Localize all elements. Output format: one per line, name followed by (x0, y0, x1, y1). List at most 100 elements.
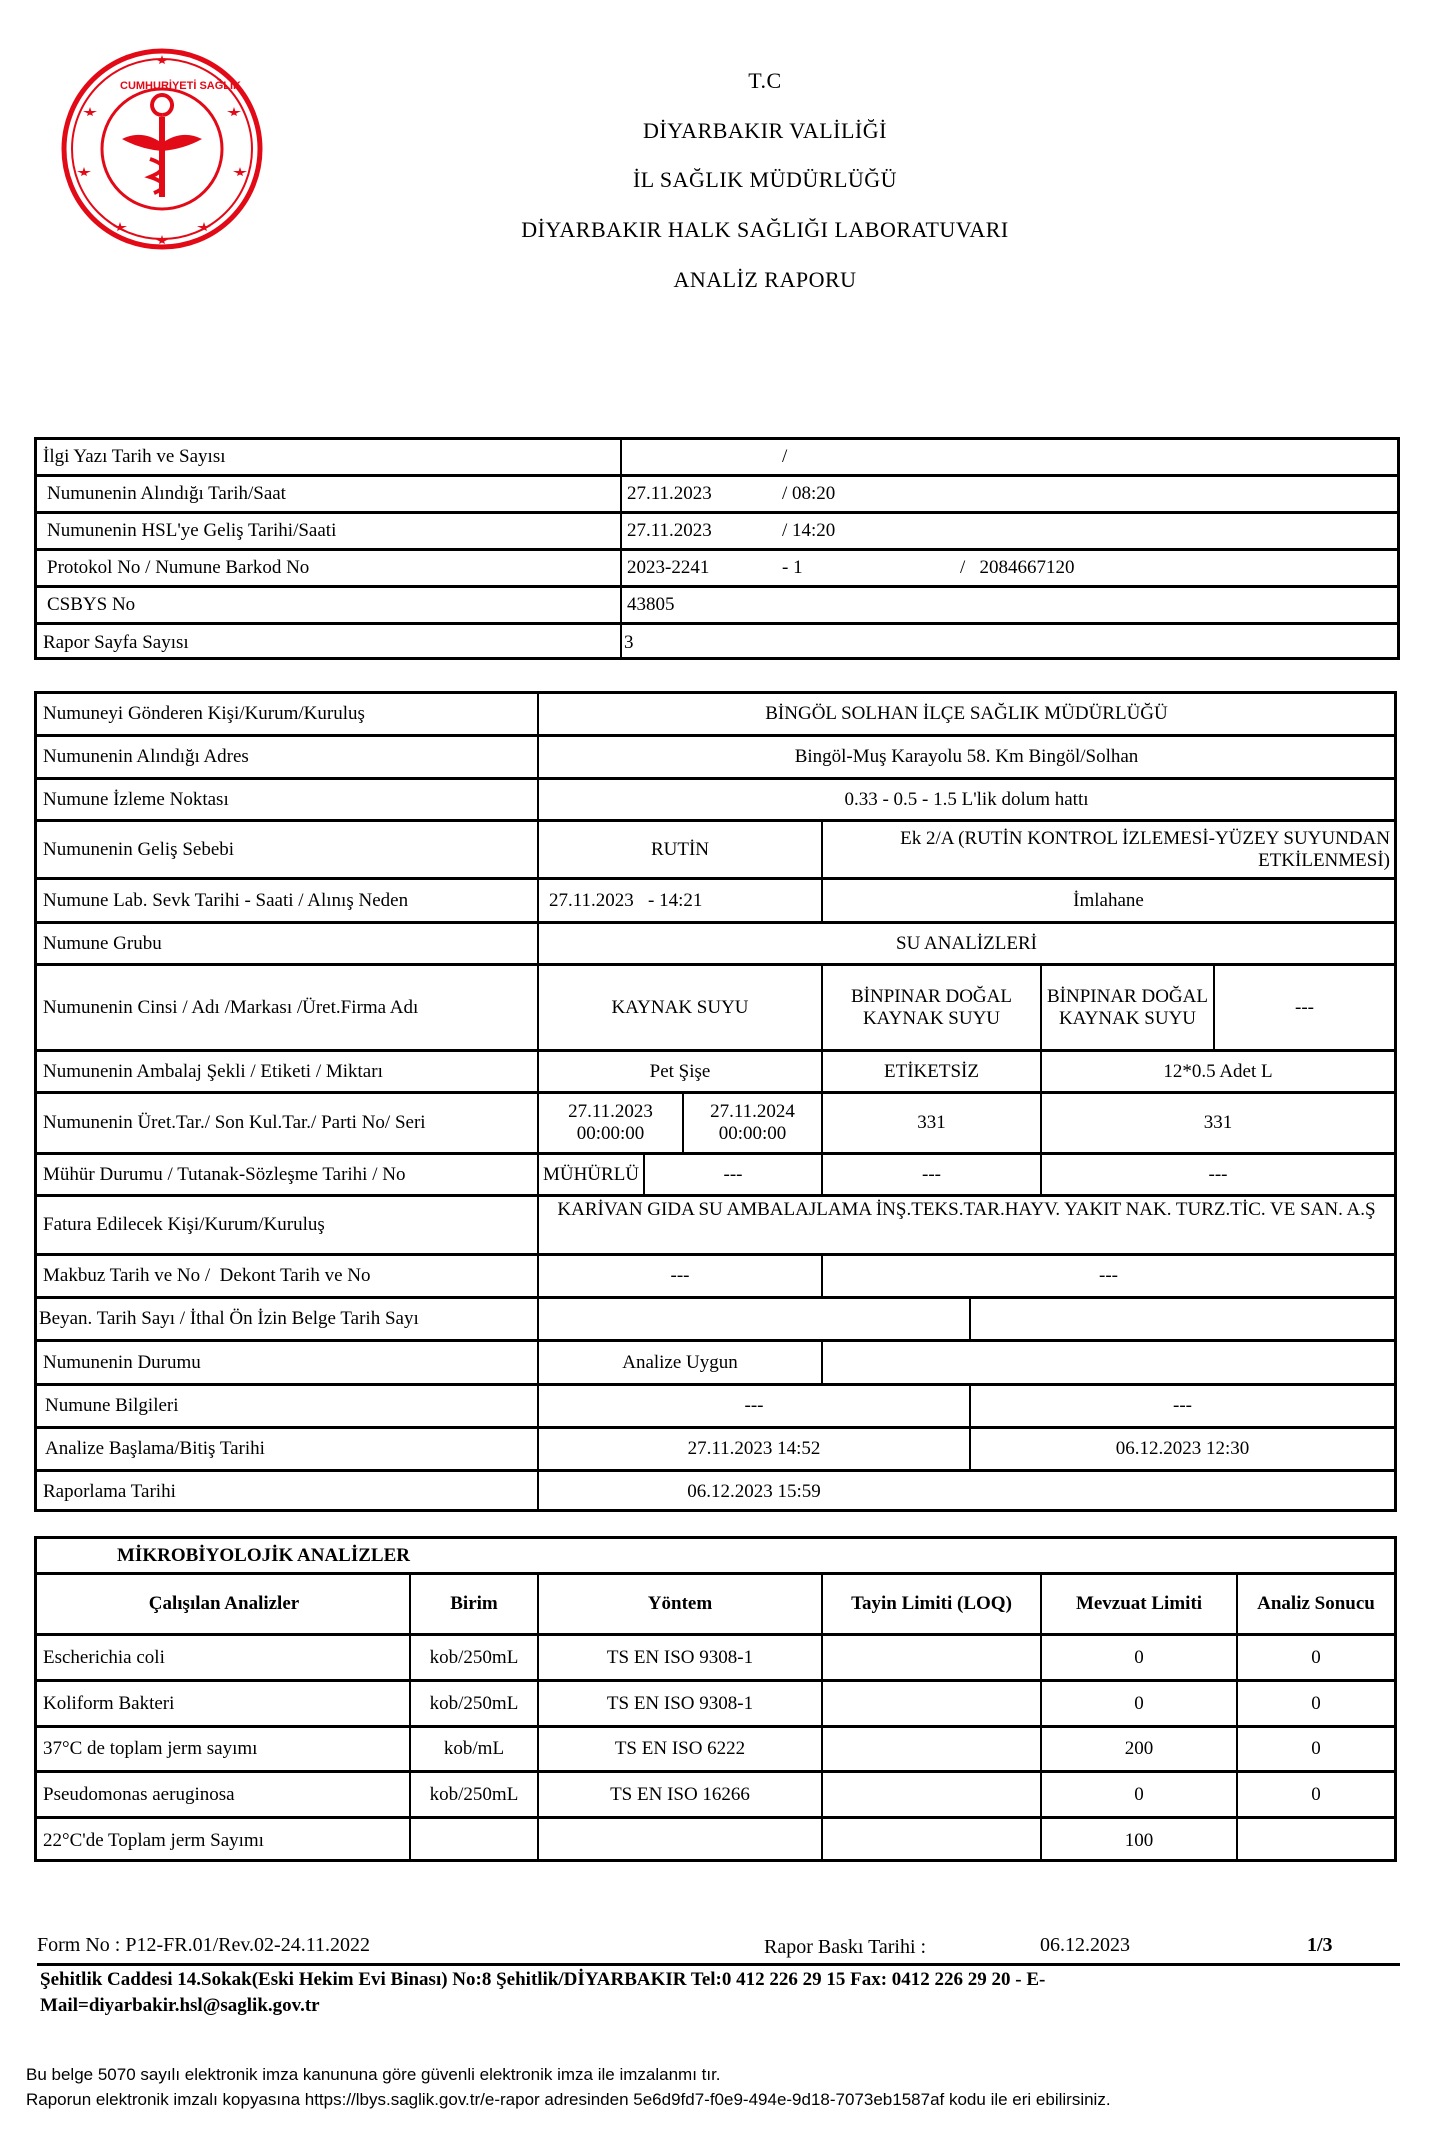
value: 27.11.2023/ 14:20 (620, 514, 1397, 548)
micro-header-row: Çalışılan Analizler Birim Yöntem Tayin Limi… (37, 1575, 1394, 1636)
svg-text:CUMHURİYETİ SAĞLIK: CUMHURİYETİ SAĞLIK (120, 79, 241, 92)
value: Pet Şişe (537, 1052, 821, 1091)
value: Ek 2/A (RUTİN KONTROL İZLEMESİ-YÜZEY SUY… (821, 822, 1394, 877)
label: Numune Lab. Sevk Tarihi - Saati / Alınış… (43, 889, 409, 911)
row-reason: Numunenin Geliş Sebebi RUTİN Ek 2/A (RUT… (37, 822, 1394, 880)
value: 331 (821, 1094, 1040, 1152)
value: ETİKETSİZ (821, 1052, 1040, 1091)
value: --- (1213, 966, 1394, 1049)
row-seal: Mühür Durumu / Tutanak-Sözleşme Tarihi /… (37, 1155, 1394, 1197)
value: MÜHÜRLÜ (537, 1155, 643, 1194)
value (537, 1299, 969, 1339)
value: SU ANALİZLERİ (537, 924, 1394, 963)
cell: TS EN ISO 9308-1 (537, 1636, 821, 1679)
value: 27.11.2024 00:00:00 (682, 1094, 821, 1152)
cell (821, 1819, 1040, 1862)
row-sender: Numuneyi Gönderen Kişi/Kurum/Kuruluş BİN… (37, 694, 1394, 737)
column-header: Çalışılan Analizler (148, 1593, 300, 1615)
row-declaration: Beyan. Tarih Sayı / İthal Ön İzin Belge … (37, 1299, 1394, 1342)
header-governorship: DİYARBAKIR VALİLİĞİ (643, 118, 887, 143)
info-row-protocol: Protokol No / Numune Barkod No 2023-2241… (37, 551, 1397, 588)
label: Numune İzleme Noktası (43, 788, 229, 810)
esignature-verify: Raporun elektronik imzalı kopyasına http… (26, 2090, 1111, 2109)
header-directorate: İL SAĞLIK MÜDÜRLÜĞÜ (632, 167, 898, 192)
empty-cell (969, 1472, 1394, 1512)
value: --- (969, 1386, 1394, 1426)
footer-divider (37, 1963, 1400, 1966)
label: Rapor Sayfa Sayısı (43, 631, 189, 653)
row-type: Numunenin Cinsi / Adı /Markası /Üret.Fir… (37, 966, 1394, 1052)
row-address: Numunenin Alındığı Adres Bingöl-Muş Kara… (37, 737, 1394, 780)
cell: 0 (1040, 1773, 1236, 1816)
row-sample-info: Numune Bilgileri --- --- (37, 1386, 1394, 1429)
cell: TS EN ISO 6222 (537, 1728, 821, 1770)
cell: kob/mL (409, 1728, 537, 1770)
value: --- (537, 1256, 821, 1296)
cell: TS EN ISO 9308-1 (537, 1682, 821, 1725)
cell: Pseudomonas aeruginosa (43, 1783, 235, 1805)
cell (537, 1819, 821, 1862)
row-receipt: Makbuz Tarih ve No / Dekont Tarih ve No … (37, 1256, 1394, 1299)
info-row-arrival-date: Numunenin HSL'ye Geliş Tarihi/Saati 27.1… (37, 514, 1397, 551)
cell (821, 1728, 1040, 1770)
table-row: Pseudomonas aeruginosa kob/250mL TS EN ISO… (37, 1773, 1394, 1819)
value: --- (821, 1256, 1394, 1296)
value (969, 1299, 1394, 1339)
cell: 0 (1040, 1636, 1236, 1679)
label: Numunenin Ambalaj Şekli / Etiketi / Mikt… (43, 1060, 383, 1082)
value: KAYNAK SUYU (537, 966, 821, 1049)
label: Beyan. Tarih Sayı / İthal Ön İzin Belge … (39, 1308, 419, 1330)
column-header: Tayin Limiti (LOQ) (821, 1575, 1040, 1633)
cell: Escherichia coli (43, 1646, 165, 1668)
label: Protokol No / Numune Barkod No (47, 557, 310, 579)
cell: TS EN ISO 16266 (537, 1773, 821, 1816)
value: BİNGÖL SOLHAN İLÇE SAĞLIK MÜDÜRLÜĞÜ (537, 694, 1394, 734)
value: 27.11.2023 14:52 (537, 1429, 969, 1469)
label: Fatura Edilecek Kişi/Kurum/Kuruluş (43, 1214, 325, 1236)
value: 27.11.2023 - 14:21 (537, 880, 821, 921)
value: 06.12.2023 12:30 (969, 1429, 1394, 1469)
cell: kob/250mL (409, 1682, 537, 1725)
column-header: Analiz Sonucu (1236, 1575, 1394, 1633)
column-header: Birim (409, 1575, 537, 1633)
value: 3 (620, 625, 1397, 660)
label: CSBYS No (47, 594, 136, 616)
cell: 100 (1040, 1819, 1236, 1862)
cell (821, 1773, 1040, 1816)
label: Numunenin Alındığı Tarih/Saat (47, 483, 286, 505)
cell: 0 (1236, 1682, 1394, 1725)
value: --- (1040, 1155, 1394, 1194)
value: Analize Uygun (537, 1342, 821, 1383)
cell: 37°C de toplam jerm sayımı (43, 1738, 258, 1760)
form-number: Form No : P12-FR.01/Rev.02-24.11.2022 (37, 1934, 370, 1956)
print-date: 06.12.2023 (1040, 1934, 1130, 1956)
cell (1236, 1819, 1394, 1862)
cell: 0 (1236, 1728, 1394, 1770)
label: Analize Başlama/Bitiş Tarihi (45, 1438, 265, 1460)
label: Numunenin Alındığı Adres (43, 746, 249, 768)
label: Raporlama Tarihi (43, 1481, 176, 1503)
section-title: MİKROBİYOLOJİK ANALİZLER (117, 1544, 410, 1566)
cell: 0 (1236, 1773, 1394, 1816)
sample-info-table: Numuneyi Gönderen Kişi/Kurum/Kuruluş BİN… (34, 691, 1397, 1512)
print-date-label: Rapor Baskı Tarihi : (764, 1936, 927, 1958)
value: 27.11.2023/ 08:20 (620, 477, 1397, 511)
info-row-csbys: CSBYS No 43805 (37, 588, 1397, 625)
cell: kob/250mL (409, 1773, 537, 1816)
row-group: Numune Grubu SU ANALİZLERİ (37, 924, 1394, 966)
page-title: ANALİZ RAPORU (673, 267, 857, 292)
table-row: Koliform Bakteri kob/250mL TS EN ISO 9308-… (37, 1682, 1394, 1728)
page-number: 1/3 (1307, 1934, 1333, 1956)
label: Mühür Durumu / Tutanak-Sözleşme Tarihi /… (43, 1163, 406, 1185)
label: Numunenin HSL'ye Geliş Tarihi/Saati (47, 520, 337, 542)
table-row: 22°C'de Toplam jerm Sayımı 100 (37, 1819, 1394, 1862)
row-package: Numunenin Ambalaj Şekli / Etiketi / Mikt… (37, 1052, 1394, 1094)
cell: kob/250mL (409, 1636, 537, 1679)
info-row-reference: İlgi Yazı Tarih ve Sayısı / (37, 440, 1397, 477)
value: 06.12.2023 15:59 (537, 1472, 969, 1512)
value: 0.33 - 0.5 - 1.5 L'lik dolum hattı (537, 780, 1394, 819)
header-laboratory: DİYARBAKIR HALK SAĞLIĞI LABORATUVARI (521, 217, 1009, 242)
cell: 0 (1236, 1636, 1394, 1679)
value: 27.11.2023 00:00:00 (537, 1094, 682, 1152)
value: BİNPINAR DOĞAL KAYNAK SUYU (1040, 966, 1213, 1049)
